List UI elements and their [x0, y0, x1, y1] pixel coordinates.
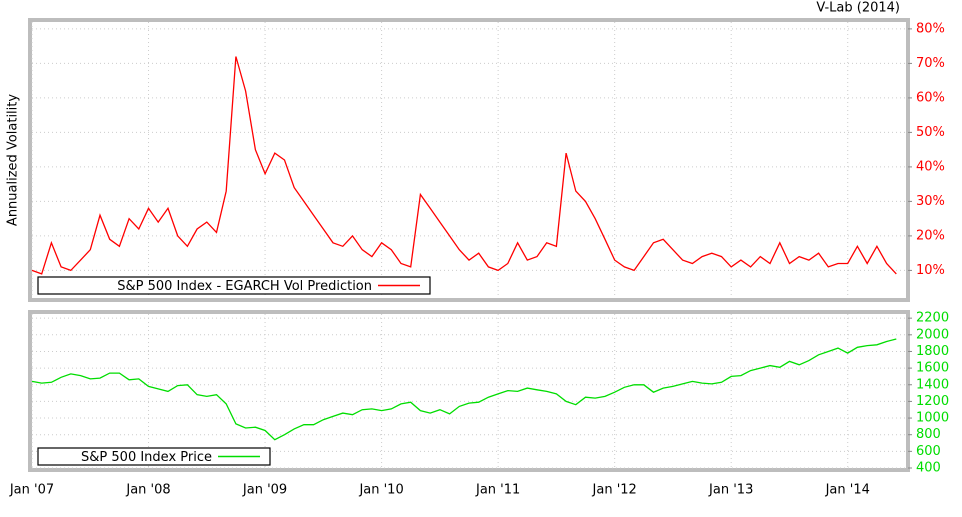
y-tick-label: 10%	[916, 263, 945, 278]
y-tick-label: 1600	[916, 361, 949, 376]
plot-frame	[28, 18, 910, 302]
y-tick-label: 2200	[916, 311, 949, 326]
x-tick-label: Jan '07	[9, 483, 54, 498]
y-tick-label: 1000	[916, 411, 949, 426]
x-tick-label: Jan '10	[358, 483, 403, 498]
y-tick-label: 30%	[916, 194, 945, 209]
y-tick-label: 400	[916, 461, 941, 476]
y-tick-label: 70%	[916, 56, 945, 71]
chart-title: V-Lab (2014)	[816, 1, 900, 16]
y-tick-label: 1200	[916, 394, 949, 409]
y-tick-label: 60%	[916, 90, 945, 105]
x-tick-label: Jan '12	[592, 483, 637, 498]
x-tick-label: Jan '09	[242, 483, 287, 498]
legend-box	[37, 276, 431, 295]
y-tick-label: 800	[916, 427, 941, 442]
y-tick-label: 40%	[916, 159, 945, 174]
y-tick-label: 600	[916, 444, 941, 459]
y-tick-label: 50%	[916, 125, 945, 140]
y-tick-label: 20%	[916, 228, 945, 243]
legend-label: S&P 500 Index Price	[81, 450, 212, 465]
x-tick-label: Jan '11	[475, 483, 520, 498]
legend-label: S&P 500 Index - EGARCH Vol Prediction	[117, 279, 372, 294]
y-axis-label: Annualized Volatility	[6, 94, 21, 226]
legend-box	[37, 447, 271, 466]
plot-frame	[28, 310, 910, 472]
y-tick-label: 1400	[916, 377, 949, 392]
data-line	[31, 56, 897, 275]
y-tick-label: 2000	[916, 327, 949, 342]
x-tick-label: Jan '14	[825, 483, 870, 498]
data-line	[31, 338, 897, 441]
x-tick-label: Jan '13	[708, 483, 753, 498]
y-tick-label: 1800	[916, 344, 949, 359]
x-tick-label: Jan '08	[125, 483, 170, 498]
y-tick-label: 80%	[916, 21, 945, 36]
